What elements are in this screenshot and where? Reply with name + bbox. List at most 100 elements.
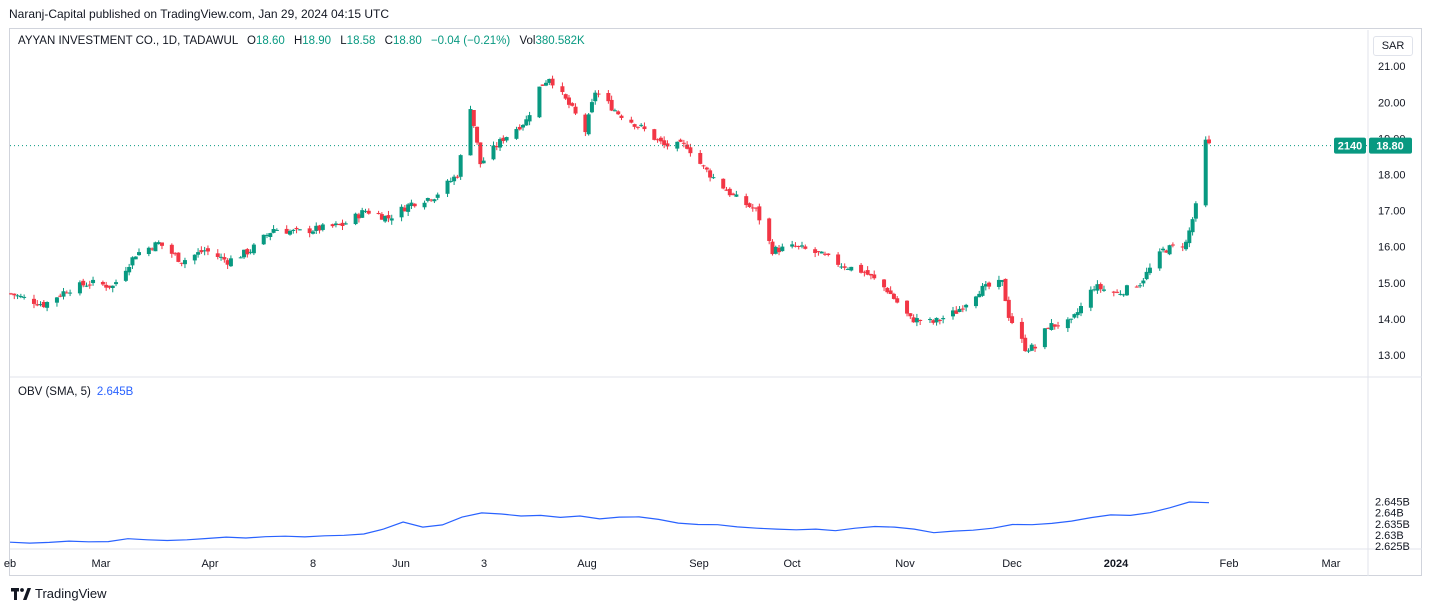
candle-body: [911, 317, 916, 323]
candle-body: [1075, 312, 1080, 316]
price-axis-tick: 20.00: [1378, 97, 1406, 109]
candle-body: [18, 295, 23, 298]
time-axis-tick: Nov: [895, 558, 915, 570]
symbol-title: AYYAN INVESTMENT CO., 1D, TADAWUL: [18, 35, 238, 47]
candle-body: [872, 274, 877, 279]
candle-body: [678, 139, 683, 142]
candle-body: [960, 308, 965, 310]
candle-body: [12, 293, 17, 296]
candle-body: [412, 203, 417, 207]
candle-body: [406, 204, 411, 212]
candle-body: [842, 266, 847, 268]
candle-body: [819, 251, 824, 254]
candle-body: [849, 266, 854, 271]
candle-body: [58, 295, 63, 297]
candle-body: [583, 114, 588, 133]
candle-body: [836, 254, 841, 265]
candle-body: [1049, 323, 1054, 330]
candle-body: [537, 86, 542, 118]
candle-body: [865, 270, 870, 275]
candle-body: [156, 242, 161, 245]
candle-body: [1019, 321, 1024, 339]
candle-body: [652, 129, 657, 140]
candle-body: [422, 202, 427, 208]
candle-body: [222, 257, 227, 260]
candle-body: [914, 318, 919, 323]
obv-axis-tick: 2.63B: [1375, 530, 1404, 542]
candle-body: [658, 137, 663, 142]
low-value: 18.58: [346, 35, 376, 47]
candle-body: [307, 228, 312, 234]
candle-body: [1000, 280, 1005, 282]
candle-body: [77, 282, 82, 294]
candle-body: [688, 147, 693, 154]
candle-body: [425, 197, 430, 201]
candle-body: [179, 262, 184, 264]
currency-button[interactable]: SAR: [1373, 36, 1413, 56]
candle-body: [609, 99, 614, 111]
candle-body: [110, 285, 115, 289]
candle-body: [1144, 271, 1149, 280]
candle-body: [22, 296, 27, 298]
candle-body: [15, 295, 20, 297]
candle-body: [242, 249, 247, 258]
volume-label: Vol: [519, 35, 536, 47]
candle-body: [754, 207, 759, 209]
candle-body: [475, 126, 480, 143]
candle-body: [455, 176, 460, 178]
candle-body: [402, 207, 407, 212]
candle-body: [822, 253, 827, 255]
candle-body: [708, 170, 713, 178]
candle-body: [793, 245, 798, 247]
publisher-caption: Naranj-Capital published on TradingView.…: [9, 7, 390, 21]
candle-body: [642, 126, 647, 130]
high-label: H: [293, 35, 303, 47]
candle-body: [1184, 241, 1189, 250]
candle-body: [504, 137, 509, 141]
candle-body: [1056, 325, 1061, 327]
price-axis-tick: 14.00: [1378, 314, 1406, 326]
candle-body: [379, 214, 384, 220]
candle-body: [616, 111, 621, 115]
candle-body: [284, 228, 289, 234]
candle-body: [9, 293, 13, 295]
candle-body: [635, 126, 640, 128]
candle-body: [1141, 280, 1146, 284]
candle-body: [251, 244, 256, 254]
candle-body: [1023, 337, 1028, 352]
candle-body: [987, 282, 992, 287]
candle-body: [448, 180, 453, 182]
open-value: 18.60: [255, 35, 285, 47]
candle-body: [698, 153, 703, 164]
candle-body: [1180, 246, 1185, 248]
candle-body: [895, 298, 900, 303]
obv-axis-tick: 2.645B: [1375, 497, 1410, 509]
candle-body: [196, 252, 201, 255]
candle-body: [1134, 286, 1139, 288]
candle-body: [173, 253, 178, 255]
candle-body: [731, 193, 736, 195]
candle-body: [1029, 344, 1034, 351]
candle-body: [445, 180, 450, 194]
candle-body: [891, 293, 896, 299]
candle-body: [1052, 324, 1057, 327]
candle-body: [527, 115, 532, 122]
candle-body: [91, 279, 96, 284]
candle-body: [471, 109, 476, 126]
candle-body: [468, 109, 473, 156]
candle-body: [1203, 139, 1208, 206]
candle-body: [159, 242, 164, 246]
candle-body: [297, 229, 302, 231]
candle-body: [934, 317, 939, 323]
obv-axis-tick: 2.64B: [1375, 508, 1404, 520]
candle-body: [215, 253, 220, 257]
candle-body: [803, 246, 808, 249]
candle-body: [514, 129, 519, 139]
candle-body: [41, 301, 46, 308]
candle-body: [1121, 294, 1126, 296]
candle-body: [1095, 284, 1100, 291]
candle-body: [1118, 293, 1123, 295]
candle-body: [61, 291, 66, 297]
candle-body: [1190, 219, 1195, 233]
